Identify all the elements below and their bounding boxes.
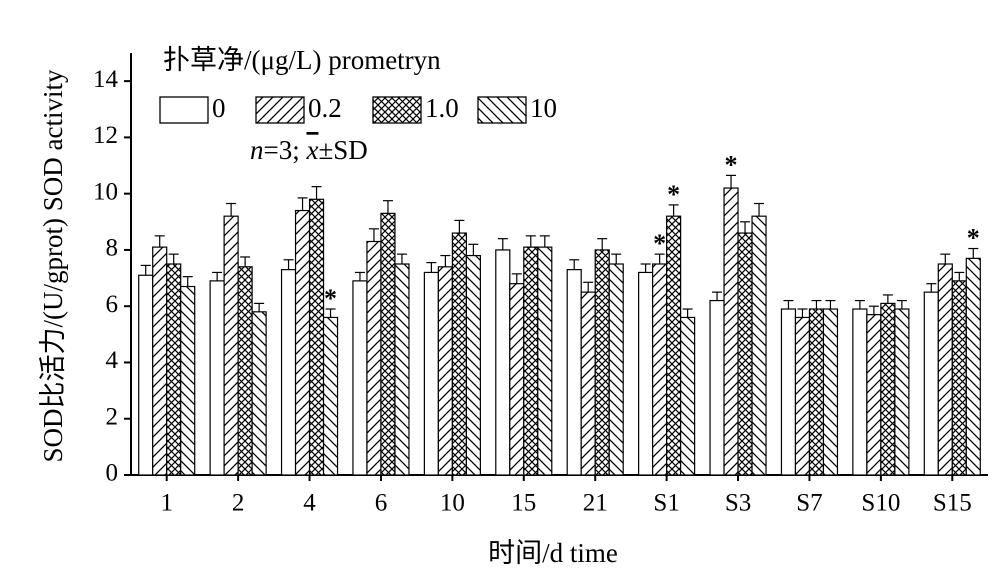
stats-note: n=3; x±SD [250, 135, 368, 165]
legend-label: 0 [212, 93, 226, 123]
bar [465, 254, 481, 476]
bar [495, 249, 511, 476]
x-tick-label: 4 [303, 490, 316, 517]
y-tick-label: 6 [106, 291, 119, 318]
axes [130, 53, 988, 476]
bar [822, 308, 839, 476]
legend-swatch [255, 96, 305, 124]
bar [437, 266, 453, 476]
x-tick-label: 2 [232, 490, 245, 517]
bar [638, 271, 654, 476]
stats-n: n [250, 135, 264, 165]
x-tick-label: 1 [160, 490, 173, 517]
y-tick-label: 8 [106, 235, 119, 262]
bar [880, 302, 896, 476]
bar [251, 311, 267, 476]
significance-mark: * [725, 150, 738, 179]
bar [352, 280, 368, 476]
bar [951, 280, 967, 476]
legend-swatch [477, 96, 527, 124]
legend-label: 10 [530, 93, 557, 123]
x-tick-label: S10 [861, 490, 900, 517]
bar [322, 316, 339, 476]
y-tick-label: 0 [106, 460, 119, 487]
bar [937, 263, 953, 476]
y-axis-title: SOD比活力/(U/gprot) SOD activity [38, 69, 68, 462]
x-tick-label: 6 [375, 490, 388, 517]
significance-mark: * [653, 229, 666, 258]
bar [737, 232, 753, 476]
bar [138, 274, 154, 476]
legend-title: 扑草净/(μg/L) prometryn [163, 45, 441, 75]
bar [923, 291, 939, 476]
stats-mid: =3; [264, 135, 307, 165]
bar [209, 280, 225, 476]
x-axis-title: 时间/d time [488, 538, 618, 568]
bar [580, 291, 596, 476]
x-tick-label: S7 [796, 490, 822, 517]
bar [866, 314, 882, 476]
significance-mark: * [967, 224, 980, 253]
bar [808, 308, 825, 476]
bar [680, 316, 696, 476]
bar [394, 263, 410, 476]
significance-mark: * [324, 284, 337, 313]
bar [965, 257, 981, 476]
x-tick-label: S1 [653, 490, 679, 517]
bar [566, 269, 582, 476]
x-tick-label: 10 [440, 490, 465, 517]
bar [451, 232, 467, 476]
bars: ***** [138, 150, 981, 476]
bar [723, 187, 739, 476]
bar [594, 249, 610, 476]
bar [423, 271, 439, 476]
legend-swatch [159, 96, 209, 124]
bar [152, 246, 168, 476]
bar [852, 308, 868, 476]
bar [308, 198, 325, 476]
bar [166, 263, 182, 476]
x-ticks: 1 2 4 6 10 15 21 S1 S3 S7 S10 S15 [160, 475, 972, 517]
bar [894, 308, 910, 476]
x-tick-label: 15 [511, 490, 536, 517]
bar [537, 246, 553, 476]
y-tick-label: 12 [93, 122, 118, 149]
significance-mark: * [667, 180, 680, 209]
x-tick-label: 21 [583, 490, 608, 517]
bar [180, 285, 196, 476]
y-ticks: 0 2 4 6 8 10 12 14 [93, 66, 131, 487]
bar [523, 246, 539, 476]
legend-label: 1.0 [425, 93, 459, 123]
y-tick-label: 10 [93, 178, 118, 205]
bar [509, 283, 525, 476]
bar [794, 316, 811, 476]
y-tick-label: 2 [106, 403, 119, 430]
stats-xbar: x [305, 135, 318, 165]
bar [709, 299, 725, 476]
bar [666, 215, 682, 476]
bar [652, 263, 668, 476]
bar [751, 215, 767, 476]
bar [780, 308, 797, 476]
bar [366, 240, 382, 476]
legend-items: 0 0.2 1.0 10 [159, 93, 557, 124]
bar [380, 212, 396, 476]
legend-label: 0.2 [308, 93, 342, 123]
legend: 扑草净/(μg/L) prometryn 0 0.2 1.0 10 n=3; x±SD [159, 45, 557, 165]
bar [608, 263, 624, 476]
x-tick-label: S3 [725, 490, 751, 517]
legend-swatch [372, 96, 422, 124]
bar [223, 215, 239, 476]
bar [294, 209, 311, 476]
stats-suffix: ±SD [318, 135, 367, 165]
y-tick-label: 4 [106, 347, 119, 374]
bar [280, 269, 297, 476]
y-tick-label: 14 [93, 66, 119, 93]
bar [237, 266, 253, 476]
x-tick-label: S15 [933, 490, 972, 517]
